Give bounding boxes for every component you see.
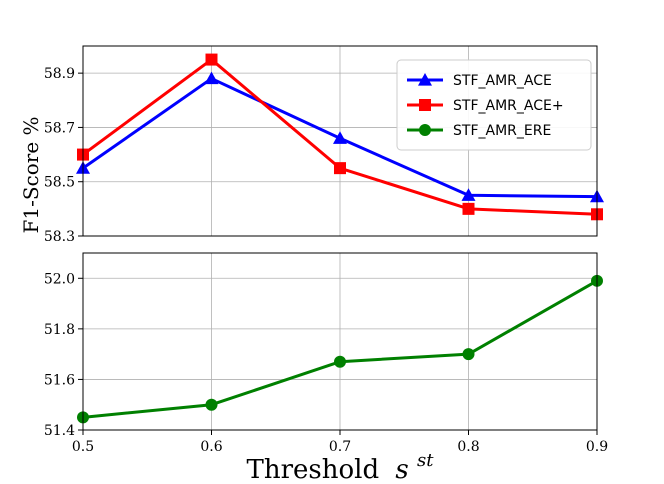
bottom-y-tick-label-2: 51.8	[44, 322, 75, 338]
series-STF_AMR_ACE+	[77, 53, 603, 221]
x-tick-label-0: 0.5	[72, 439, 94, 455]
legend-label-STF_AMR_ACE: STF_AMR_ACE	[453, 73, 552, 89]
data-point-STF_AMR_ERE-3	[462, 348, 475, 361]
bottom-y-tick-label-3: 52.0	[44, 271, 75, 287]
x-tick-label-3: 0.8	[457, 439, 479, 455]
x-axis-title-superscript: st	[417, 450, 434, 471]
legend-marker-STF_AMR_ERE	[419, 124, 431, 136]
legend-item-STF_AMR_ACE+: STF_AMR_ACE+	[407, 98, 564, 114]
data-point-STF_AMR_ACE-3	[461, 188, 476, 201]
data-point-STF_AMR_ACE-1	[204, 71, 219, 85]
x-tick-label-2: 0.7	[329, 439, 351, 455]
data-point-STF_AMR_ACE-2	[333, 131, 347, 144]
data-point-STF_AMR_ERE-2	[334, 355, 346, 368]
x-tick-label-4: 0.9	[586, 439, 608, 455]
data-point-STF_AMR_ACE+-1	[205, 53, 218, 66]
legend-marker-STF_AMR_ACE	[418, 73, 432, 86]
legend-label-STF_AMR_ACE+: STF_AMR_ACE+	[453, 98, 564, 114]
x-axis-title-symbol: s	[395, 455, 408, 484]
data-point-STF_AMR_ACE+-2	[334, 162, 346, 175]
bottom-panel: 51.4 51.6 51.8 52.0	[44, 252, 603, 439]
bottom-y-tick-label-1: 51.6	[44, 372, 75, 388]
data-point-STF_AMR_ACE+-3	[462, 202, 475, 215]
x-axis-title: Threshold s st	[247, 450, 435, 484]
x-axis-ticks: 0.5 0.6 0.7 0.8 0.9	[72, 430, 608, 455]
data-point-STF_AMR_ERE-1	[205, 398, 218, 411]
series-STF_AMR_ERE	[77, 274, 603, 424]
legend: STF_AMR_ACE STF_AMR_ACE+ STF_AMR_ERE	[396, 59, 592, 151]
x-axis-title-text: Threshold	[247, 455, 380, 484]
legend-label-STF_AMR_ERE: STF_AMR_ERE	[453, 123, 551, 139]
x-tick-label-1: 0.6	[200, 439, 222, 455]
legend-marker-STF_AMR_ACE+	[419, 99, 431, 111]
legend-item-STF_AMR_ERE: STF_AMR_ERE	[407, 123, 551, 139]
legend-item-STF_AMR_ACE: STF_AMR_ACE	[407, 73, 552, 89]
top-y-tick-label-3: 58.9	[44, 66, 75, 82]
series-STF_AMR_ACE	[76, 71, 604, 203]
top-y-tick-label-2: 58.7	[44, 120, 75, 136]
legend-box	[396, 59, 592, 151]
y-axis-title: F1-Score %	[19, 116, 43, 233]
top-y-tick-label-1: 58.5	[44, 175, 75, 191]
top-y-tick-label-0: 58.3	[44, 229, 75, 245]
top-axes-frame	[82, 45, 598, 237]
bottom-y-tick-label-0: 51.4	[44, 423, 75, 439]
